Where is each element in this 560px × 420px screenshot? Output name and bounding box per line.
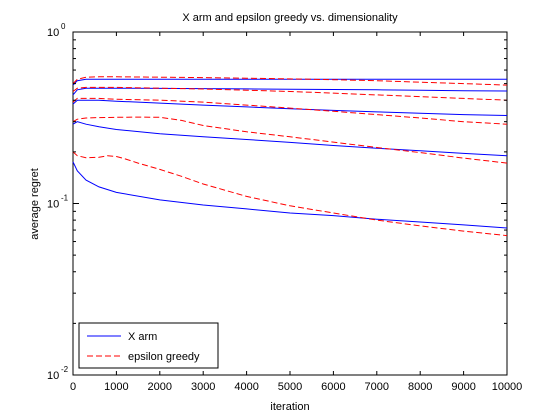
y-tick-label: 10: [47, 370, 59, 382]
x-tick-label: 7000: [365, 381, 389, 393]
epsilon-greedy-line-6: [72, 151, 508, 237]
legend-box: [78, 322, 219, 369]
epsilon-greedy-line-8: [72, 97, 508, 125]
y-tick-label: 10: [47, 199, 59, 211]
x-arm-line-2: [72, 121, 508, 157]
legend-label-epsilon-greedy: epsilon greedy: [128, 351, 200, 363]
legend-label-x-arm: X arm: [128, 331, 157, 343]
x-tick-label: 9000: [451, 381, 475, 393]
x-arm-line-5: [72, 78, 507, 86]
x-tick-label: 10000: [492, 381, 523, 393]
x-arm-line-4: [72, 87, 508, 96]
x-tick-label: 1000: [104, 381, 128, 393]
y-tick-exponent: -2: [61, 365, 69, 374]
chart-title: X arm and epsilon greedy vs. dimensional…: [182, 12, 398, 24]
x-tick-label: 4000: [234, 381, 258, 393]
series-layer: [72, 76, 508, 237]
x-axis: 0 1000 2000 3000 4000 5000 6000 7000 8000 9000 100…: [70, 32, 522, 393]
y-axis-label: average regret: [29, 168, 41, 240]
y-tick-exponent: -1: [61, 194, 69, 203]
x-tick-label: 3000: [191, 381, 215, 393]
legend: X arm epsilon greedy: [78, 322, 219, 369]
x-tick-label: 2000: [148, 381, 172, 393]
x-axis-label: iteration: [270, 401, 309, 413]
epsilon-greedy-line-9: [72, 86, 508, 101]
epsilon-greedy-line-10: [72, 76, 508, 86]
x-tick-label: 8000: [408, 381, 432, 393]
x-tick-label: 5000: [278, 381, 302, 393]
x-tick-label: 6000: [321, 381, 345, 393]
x-arm-line-3: [72, 99, 508, 116]
y-tick-label: 10: [47, 27, 59, 39]
y-tick-exponent: 0: [61, 22, 66, 31]
x-tick-label: 0: [70, 381, 76, 393]
epsilon-greedy-line-7: [72, 116, 508, 164]
x-arm-line-1: [72, 161, 508, 229]
